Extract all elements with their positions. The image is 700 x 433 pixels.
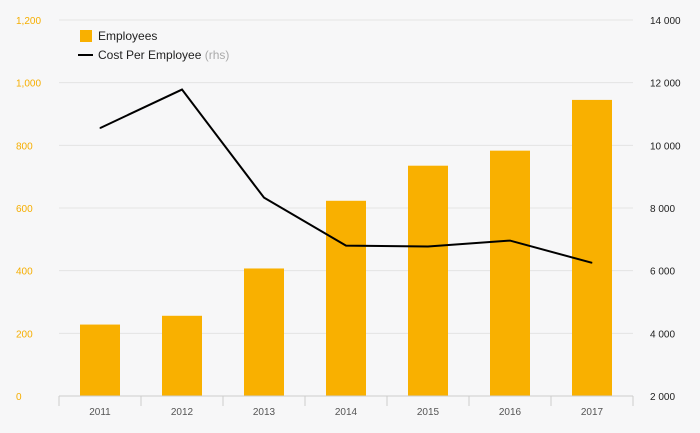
right-tick-5: 12 000 [650, 79, 681, 90]
x-tick-2016: 2016 [499, 407, 522, 418]
right-tick-4: 10 000 [650, 141, 681, 152]
legend-label-cost-text: Cost Per Employee [98, 48, 202, 62]
line-point-2012 [181, 89, 183, 91]
bar-2016 [490, 150, 530, 396]
left-tick-4: 800 [16, 141, 33, 152]
bar-2013 [244, 268, 284, 396]
left-tick-1: 200 [16, 329, 33, 340]
line-point-2013 [263, 197, 265, 199]
line-point-2017 [591, 262, 593, 264]
x-tick-2014: 2014 [335, 407, 358, 418]
right-tick-1: 4 000 [650, 329, 675, 340]
line-point-2015 [427, 246, 429, 248]
right-tick-3: 8 000 [650, 204, 675, 215]
right-tick-6: 14 000 [650, 16, 681, 27]
x-tick-2013: 2013 [253, 407, 276, 418]
left-tick-3: 600 [16, 204, 33, 215]
line-point-2011 [99, 127, 101, 129]
left-y-axis-ticks: 0 200 400 600 800 1,000 1,200 [16, 16, 41, 403]
legend-swatch-employees [80, 30, 92, 42]
bar-2014 [326, 200, 366, 396]
line-point-2016 [509, 240, 511, 242]
x-axis-ticks: 2011 2012 2013 2014 2015 2016 2017 [89, 407, 603, 418]
right-tick-0: 2 000 [650, 392, 675, 403]
x-tick-2015: 2015 [417, 407, 440, 418]
line-series-cost-per-employee [99, 88, 593, 264]
left-tick-0: 0 [16, 392, 22, 403]
right-tick-2: 6 000 [650, 267, 675, 278]
legend-label-rhs: (rhs) [205, 48, 230, 62]
x-tick-2017: 2017 [581, 407, 604, 418]
bar-2015 [408, 165, 448, 396]
legend: Employees Cost Per Employee (rhs) [78, 29, 229, 62]
bar-2017 [572, 99, 612, 397]
bar-2012 [162, 315, 202, 396]
x-tick-2012: 2012 [171, 407, 194, 418]
line-point-2014 [345, 245, 347, 247]
x-axis [58, 395, 634, 406]
left-tick-2: 400 [16, 267, 33, 278]
bar-2011 [80, 324, 120, 396]
left-tick-6: 1,200 [16, 16, 41, 27]
left-tick-5: 1,000 [16, 79, 41, 90]
legend-label-employees: Employees [98, 29, 157, 43]
bar-series-employees [80, 99, 612, 397]
legend-label-cost-per-employee: Cost Per Employee (rhs) [98, 48, 229, 62]
x-tick-2011: 2011 [89, 407, 111, 418]
right-y-axis-ticks: 2 000 4 000 6 000 8 000 10 000 12 000 14 000 [650, 16, 681, 403]
